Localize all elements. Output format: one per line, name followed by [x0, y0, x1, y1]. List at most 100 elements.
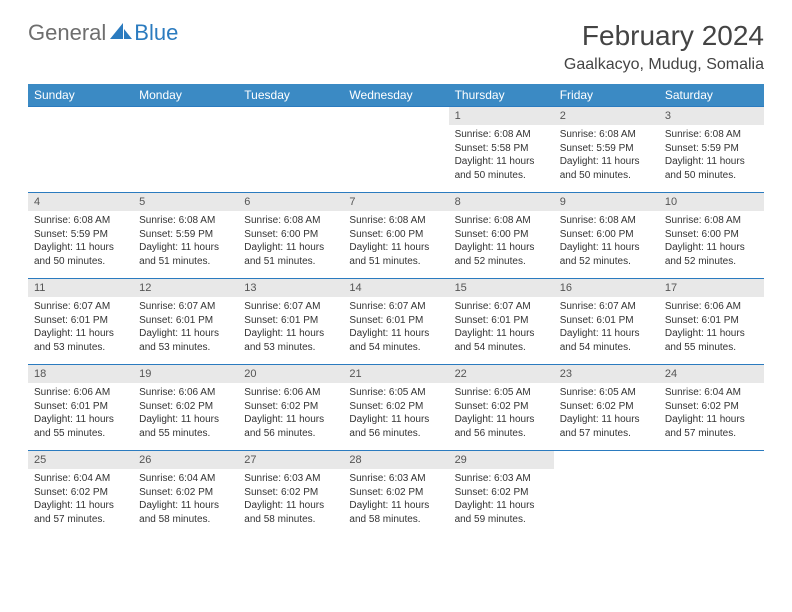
sunset-text: Sunset: 6:01 PM: [244, 314, 337, 328]
daylight-text: Daylight: 11 hours and 58 minutes.: [139, 499, 232, 526]
day-details: Sunrise: 6:08 AMSunset: 6:00 PMDaylight:…: [449, 211, 554, 278]
sunrise-text: Sunrise: 6:04 AM: [34, 472, 127, 486]
logo-sail-icon: [110, 21, 132, 46]
day-details: Sunrise: 6:07 AMSunset: 6:01 PMDaylight:…: [28, 297, 133, 364]
day-number: 2: [554, 107, 659, 125]
day-number: 10: [659, 193, 764, 211]
day-number: 17: [659, 279, 764, 297]
sunrise-text: Sunrise: 6:04 AM: [665, 386, 758, 400]
day-details: Sunrise: 6:06 AMSunset: 6:02 PMDaylight:…: [133, 383, 238, 450]
day-number: 14: [343, 279, 448, 297]
calendar-day-cell: 28Sunrise: 6:03 AMSunset: 6:02 PMDayligh…: [343, 451, 448, 537]
sunrise-text: Sunrise: 6:08 AM: [665, 214, 758, 228]
day-details: Sunrise: 6:06 AMSunset: 6:02 PMDaylight:…: [238, 383, 343, 450]
calendar-day-cell: 5Sunrise: 6:08 AMSunset: 5:59 PMDaylight…: [133, 193, 238, 279]
sunset-text: Sunset: 5:59 PM: [560, 142, 653, 156]
calendar-body: 1Sunrise: 6:08 AMSunset: 5:58 PMDaylight…: [28, 107, 764, 537]
sunset-text: Sunset: 6:02 PM: [349, 400, 442, 414]
daylight-text: Daylight: 11 hours and 52 minutes.: [455, 241, 548, 268]
daylight-text: Daylight: 11 hours and 58 minutes.: [349, 499, 442, 526]
day-details: Sunrise: 6:06 AMSunset: 6:01 PMDaylight:…: [28, 383, 133, 450]
sunset-text: Sunset: 6:00 PM: [560, 228, 653, 242]
day-number: 13: [238, 279, 343, 297]
day-details: Sunrise: 6:05 AMSunset: 6:02 PMDaylight:…: [343, 383, 448, 450]
day-details: Sunrise: 6:08 AMSunset: 5:59 PMDaylight:…: [554, 125, 659, 192]
sunrise-text: Sunrise: 6:08 AM: [34, 214, 127, 228]
logo-text-general: General: [28, 20, 106, 46]
calendar-day-cell: 16Sunrise: 6:07 AMSunset: 6:01 PMDayligh…: [554, 279, 659, 365]
calendar-day-cell: 2Sunrise: 6:08 AMSunset: 5:59 PMDaylight…: [554, 107, 659, 193]
daylight-text: Daylight: 11 hours and 57 minutes.: [665, 413, 758, 440]
sunset-text: Sunset: 6:01 PM: [455, 314, 548, 328]
day-details: Sunrise: 6:07 AMSunset: 6:01 PMDaylight:…: [449, 297, 554, 364]
calendar-day-cell: [554, 451, 659, 537]
sunrise-text: Sunrise: 6:03 AM: [455, 472, 548, 486]
day-details: Sunrise: 6:07 AMSunset: 6:01 PMDaylight:…: [133, 297, 238, 364]
day-details: Sunrise: 6:08 AMSunset: 6:00 PMDaylight:…: [659, 211, 764, 278]
logo-text-blue: Blue: [134, 20, 178, 46]
day-number: 27: [238, 451, 343, 469]
sunset-text: Sunset: 5:58 PM: [455, 142, 548, 156]
daylight-text: Daylight: 11 hours and 57 minutes.: [34, 499, 127, 526]
calendar-day-cell: 11Sunrise: 6:07 AMSunset: 6:01 PMDayligh…: [28, 279, 133, 365]
day-details: Sunrise: 6:04 AMSunset: 6:02 PMDaylight:…: [28, 469, 133, 536]
daylight-text: Daylight: 11 hours and 51 minutes.: [139, 241, 232, 268]
calendar-day-cell: 26Sunrise: 6:04 AMSunset: 6:02 PMDayligh…: [133, 451, 238, 537]
sunset-text: Sunset: 6:02 PM: [139, 400, 232, 414]
daylight-text: Daylight: 11 hours and 55 minutes.: [139, 413, 232, 440]
weekday-header: Saturday: [659, 84, 764, 107]
sunrise-text: Sunrise: 6:04 AM: [139, 472, 232, 486]
sunset-text: Sunset: 6:00 PM: [665, 228, 758, 242]
daylight-text: Daylight: 11 hours and 57 minutes.: [560, 413, 653, 440]
day-number: 24: [659, 365, 764, 383]
sunrise-text: Sunrise: 6:05 AM: [349, 386, 442, 400]
day-details: Sunrise: 6:05 AMSunset: 6:02 PMDaylight:…: [449, 383, 554, 450]
weekday-header: Monday: [133, 84, 238, 107]
calendar-day-cell: 22Sunrise: 6:05 AMSunset: 6:02 PMDayligh…: [449, 365, 554, 451]
daylight-text: Daylight: 11 hours and 58 minutes.: [244, 499, 337, 526]
sunset-text: Sunset: 5:59 PM: [34, 228, 127, 242]
sunset-text: Sunset: 6:02 PM: [560, 400, 653, 414]
calendar-day-cell: 23Sunrise: 6:05 AMSunset: 6:02 PMDayligh…: [554, 365, 659, 451]
weekday-header-row: Sunday Monday Tuesday Wednesday Thursday…: [28, 84, 764, 107]
day-number: 15: [449, 279, 554, 297]
calendar-day-cell: 25Sunrise: 6:04 AMSunset: 6:02 PMDayligh…: [28, 451, 133, 537]
calendar-day-cell: 3Sunrise: 6:08 AMSunset: 5:59 PMDaylight…: [659, 107, 764, 193]
calendar-day-cell: 6Sunrise: 6:08 AMSunset: 6:00 PMDaylight…: [238, 193, 343, 279]
calendar-day-cell: 19Sunrise: 6:06 AMSunset: 6:02 PMDayligh…: [133, 365, 238, 451]
sunrise-text: Sunrise: 6:07 AM: [455, 300, 548, 314]
sunrise-text: Sunrise: 6:03 AM: [349, 472, 442, 486]
calendar-week-row: 25Sunrise: 6:04 AMSunset: 6:02 PMDayligh…: [28, 451, 764, 537]
calendar-week-row: 18Sunrise: 6:06 AMSunset: 6:01 PMDayligh…: [28, 365, 764, 451]
day-details: Sunrise: 6:08 AMSunset: 5:59 PMDaylight:…: [133, 211, 238, 278]
sunset-text: Sunset: 6:01 PM: [349, 314, 442, 328]
sunrise-text: Sunrise: 6:06 AM: [34, 386, 127, 400]
calendar-day-cell: 8Sunrise: 6:08 AMSunset: 6:00 PMDaylight…: [449, 193, 554, 279]
sunset-text: Sunset: 6:01 PM: [665, 314, 758, 328]
sunrise-text: Sunrise: 6:08 AM: [560, 128, 653, 142]
calendar-day-cell: 20Sunrise: 6:06 AMSunset: 6:02 PMDayligh…: [238, 365, 343, 451]
sunrise-text: Sunrise: 6:03 AM: [244, 472, 337, 486]
weekday-header: Sunday: [28, 84, 133, 107]
sunset-text: Sunset: 6:02 PM: [244, 400, 337, 414]
daylight-text: Daylight: 11 hours and 56 minutes.: [455, 413, 548, 440]
calendar-day-cell: 21Sunrise: 6:05 AMSunset: 6:02 PMDayligh…: [343, 365, 448, 451]
day-number: 9: [554, 193, 659, 211]
daylight-text: Daylight: 11 hours and 50 minutes.: [560, 155, 653, 182]
calendar-page: General Blue February 2024 Gaalkacyo, Mu…: [0, 0, 792, 556]
weekday-header: Wednesday: [343, 84, 448, 107]
daylight-text: Daylight: 11 hours and 53 minutes.: [244, 327, 337, 354]
day-details: Sunrise: 6:03 AMSunset: 6:02 PMDaylight:…: [343, 469, 448, 536]
day-details: Sunrise: 6:08 AMSunset: 5:59 PMDaylight:…: [659, 125, 764, 192]
location-label: Gaalkacyo, Mudug, Somalia: [564, 56, 764, 74]
sunrise-text: Sunrise: 6:08 AM: [560, 214, 653, 228]
sunrise-text: Sunrise: 6:07 AM: [244, 300, 337, 314]
weekday-header: Thursday: [449, 84, 554, 107]
sunrise-text: Sunrise: 6:06 AM: [139, 386, 232, 400]
day-details: Sunrise: 6:07 AMSunset: 6:01 PMDaylight:…: [238, 297, 343, 364]
calendar-day-cell: 4Sunrise: 6:08 AMSunset: 5:59 PMDaylight…: [28, 193, 133, 279]
sunrise-text: Sunrise: 6:05 AM: [455, 386, 548, 400]
day-details: Sunrise: 6:03 AMSunset: 6:02 PMDaylight:…: [238, 469, 343, 536]
daylight-text: Daylight: 11 hours and 54 minutes.: [455, 327, 548, 354]
day-details: Sunrise: 6:05 AMSunset: 6:02 PMDaylight:…: [554, 383, 659, 450]
